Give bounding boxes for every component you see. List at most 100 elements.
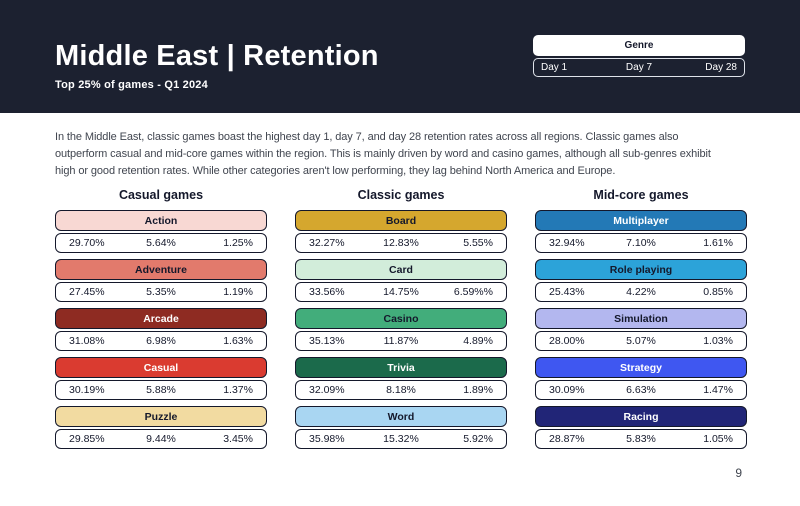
legend-day7-label: Day 7 [625, 62, 653, 73]
day1-value: 25.43% [549, 286, 585, 298]
genre-card-board: Board 32.27% 12.83% 5.55% [295, 210, 507, 253]
legend-days-row: Day 1 Day 7 Day 28 [533, 58, 745, 77]
genre-card-values: 30.09% 6.63% 1.47% [535, 380, 747, 400]
day7-value: 8.18% [386, 384, 416, 396]
day28-value: 1.25% [223, 237, 253, 249]
genre-card-values: 25.43% 4.22% 0.85% [535, 282, 747, 302]
day1-value: 30.19% [69, 384, 105, 396]
genre-card-header: Simulation [535, 308, 747, 329]
genre-card-casual: Casual 30.19% 5.88% 1.37% [55, 357, 267, 400]
day7-value: 14.75% [383, 286, 419, 298]
genre-card-values: 28.87% 5.83% 1.05% [535, 429, 747, 449]
genre-card-values: 35.98% 15.32% 5.92% [295, 429, 507, 449]
column-title-casual: Casual games [118, 188, 204, 202]
day7-value: 9.44% [146, 433, 176, 445]
legend: Genre Day 1 Day 7 Day 28 [533, 35, 745, 77]
day1-value: 29.85% [69, 433, 105, 445]
day7-value: 6.63% [626, 384, 656, 396]
day7-value: 12.83% [383, 237, 419, 249]
genre-card-action: Action 29.70% 5.64% 1.25% [55, 210, 267, 253]
genre-card-values: 29.70% 5.64% 1.25% [55, 233, 267, 253]
day28-value: 1.03% [703, 335, 733, 347]
genre-card-casino: Casino 35.13% 11.87% 4.89% [295, 308, 507, 351]
day7-value: 5.64% [146, 237, 176, 249]
page-title: Middle East | Retention [55, 40, 379, 72]
day28-value: 1.63% [223, 335, 253, 347]
day7-value: 7.10% [626, 237, 656, 249]
genre-card-header: Arcade [55, 308, 267, 329]
legend-genre-label: Genre [533, 35, 745, 56]
day28-value: 4.89% [463, 335, 493, 347]
day1-value: 32.94% [549, 237, 585, 249]
legend-day1-label: Day 1 [541, 62, 568, 73]
genre-card-multiplayer: Multiplayer 32.94% 7.10% 1.61% [535, 210, 747, 253]
genre-card-values: 32.27% 12.83% 5.55% [295, 233, 507, 253]
genre-card-header: Action [55, 210, 267, 231]
genre-card-values: 27.45% 5.35% 1.19% [55, 282, 267, 302]
genre-card-values: 32.94% 7.10% 1.61% [535, 233, 747, 253]
genre-card-values: 32.09% 8.18% 1.89% [295, 380, 507, 400]
day1-value: 28.87% [549, 433, 585, 445]
day1-value: 28.00% [549, 335, 585, 347]
genre-card-values: 35.13% 11.87% 4.89% [295, 331, 507, 351]
page-subtitle: Top 25% of games - Q1 2024 [55, 79, 208, 91]
day1-value: 33.56% [309, 286, 345, 298]
genre-card-header: Trivia [295, 357, 507, 378]
genre-card-values: 30.19% 5.88% 1.37% [55, 380, 267, 400]
day1-value: 29.70% [69, 237, 105, 249]
genre-card-header: Adventure [55, 259, 267, 280]
genre-card-simulation: Simulation 28.00% 5.07% 1.03% [535, 308, 747, 351]
day7-value: 4.22% [626, 286, 656, 298]
genre-card-arcade: Arcade 31.08% 6.98% 1.63% [55, 308, 267, 351]
genre-card-values: 29.85% 9.44% 3.45% [55, 429, 267, 449]
genre-card-header: Card [295, 259, 507, 280]
genre-card-header: Casual [55, 357, 267, 378]
day28-value: 1.37% [223, 384, 253, 396]
genre-card-header: Board [295, 210, 507, 231]
summary-paragraph: In the Middle East, classic games boast … [55, 129, 755, 180]
column-mid-core-games: Mid-core games Multiplayer 32.94% 7.10% … [535, 188, 747, 455]
genre-card-strategy: Strategy 30.09% 6.63% 1.47% [535, 357, 747, 400]
day28-value: 6.59%% [453, 286, 493, 298]
legend-day28-label: Day 28 [705, 62, 737, 73]
genre-card-header: Puzzle [55, 406, 267, 427]
day28-value: 1.19% [223, 286, 253, 298]
genre-card-puzzle: Puzzle 29.85% 9.44% 3.45% [55, 406, 267, 449]
day28-value: 1.05% [703, 433, 733, 445]
day1-value: 35.98% [309, 433, 345, 445]
day7-value: 15.32% [383, 433, 419, 445]
genre-card-header: Casino [295, 308, 507, 329]
summary-line-3: high or good retention rates. While othe… [55, 165, 616, 177]
day1-value: 32.09% [309, 384, 345, 396]
day28-value: 1.47% [703, 384, 733, 396]
day1-value: 27.45% [69, 286, 105, 298]
genre-card-values: 28.00% 5.07% 1.03% [535, 331, 747, 351]
genre-card-word: Word 35.98% 15.32% 5.92% [295, 406, 507, 449]
column-title-mid-core: Mid-core games [593, 188, 689, 202]
day1-value: 32.27% [309, 237, 345, 249]
day7-value: 5.88% [146, 384, 176, 396]
day1-value: 31.08% [69, 335, 105, 347]
day28-value: 5.92% [463, 433, 493, 445]
column-classic-games: Classic games Board 32.27% 12.83% 5.55% … [295, 188, 507, 455]
day1-value: 30.09% [549, 384, 585, 396]
genre-card-header: Word [295, 406, 507, 427]
genre-card-trivia: Trivia 32.09% 8.18% 1.89% [295, 357, 507, 400]
day28-value: 5.55% [463, 237, 493, 249]
day28-value: 1.61% [703, 237, 733, 249]
day28-value: 3.45% [223, 433, 253, 445]
genre-card-racing: Racing 28.87% 5.83% 1.05% [535, 406, 747, 449]
genre-card-header: Multiplayer [535, 210, 747, 231]
day7-value: 5.07% [626, 335, 656, 347]
day7-value: 6.98% [146, 335, 176, 347]
summary-line-1: In the Middle East, classic games boast … [55, 131, 679, 143]
genre-columns: Casual games Action 29.70% 5.64% 1.25% A… [55, 188, 747, 455]
genre-card-card: Card 33.56% 14.75% 6.59%% [295, 259, 507, 302]
genre-card-header: Role playing [535, 259, 747, 280]
day28-value: 0.85% [703, 286, 733, 298]
genre-card-header: Strategy [535, 357, 747, 378]
genre-card-adventure: Adventure 27.45% 5.35% 1.19% [55, 259, 267, 302]
genre-card-values: 31.08% 6.98% 1.63% [55, 331, 267, 351]
genre-card-header: Racing [535, 406, 747, 427]
